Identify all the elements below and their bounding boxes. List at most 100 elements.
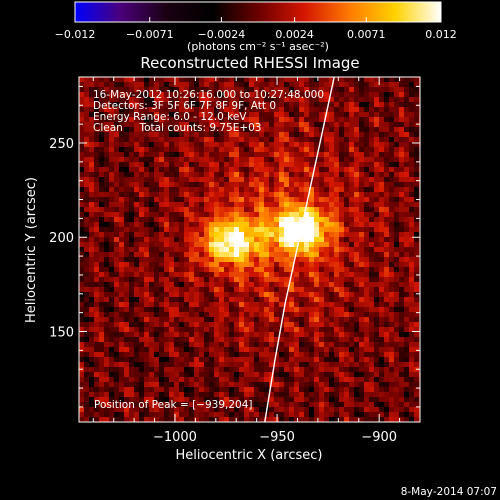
heatmap-cell (109, 402, 115, 408)
heatmap-cell (209, 267, 215, 273)
heatmap-cell (319, 392, 325, 398)
heatmap-cell (119, 177, 125, 183)
heatmap-cell (354, 292, 360, 298)
heatmap-cell (399, 147, 405, 153)
heatmap-cell (119, 262, 125, 268)
heatmap-cell (124, 137, 130, 143)
heatmap-cell (84, 137, 90, 143)
heatmap-cell (289, 252, 295, 258)
heatmap-cell (209, 347, 215, 353)
heatmap-cell (244, 392, 250, 398)
heatmap-cell (164, 162, 170, 168)
heatmap-cell (244, 92, 250, 98)
heatmap-cell (329, 82, 335, 88)
heatmap-cell (244, 192, 250, 198)
heatmap-cell (159, 212, 165, 218)
heatmap-cell (159, 247, 165, 253)
heatmap-cell (349, 142, 355, 148)
heatmap-cell (354, 102, 360, 108)
heatmap-cell (199, 257, 205, 263)
heatmap-cell (164, 362, 170, 368)
heatmap-cell (244, 157, 250, 163)
heatmap-cell (354, 97, 360, 103)
heatmap-cell (284, 332, 290, 338)
heatmap-cell (384, 122, 390, 128)
heatmap-cell (384, 392, 390, 398)
heatmap-cell (219, 142, 225, 148)
heatmap-cell (274, 147, 280, 153)
heatmap-cell (319, 102, 325, 108)
heatmap-cell (129, 157, 135, 163)
heatmap-cell (319, 352, 325, 358)
heatmap-cell (249, 132, 255, 138)
heatmap-cell (139, 292, 145, 298)
heatmap-cell (199, 247, 205, 253)
heatmap-cell (234, 402, 240, 408)
heatmap-cell (384, 92, 390, 98)
heatmap-cell (119, 152, 125, 158)
heatmap-cell (404, 317, 410, 323)
heatmap-cell (399, 142, 405, 148)
heatmap-cell (134, 367, 140, 373)
heatmap-cell (369, 307, 375, 313)
heatmap-cell (294, 322, 300, 328)
heatmap-cell (154, 222, 160, 228)
heatmap-cell (319, 177, 325, 183)
heatmap-cell (409, 342, 415, 348)
heatmap-cell (154, 162, 160, 168)
heatmap-cell (254, 387, 260, 393)
heatmap-cell (264, 252, 270, 258)
heatmap-cell (169, 172, 175, 178)
heatmap-cell (124, 412, 130, 418)
heatmap-cell (359, 252, 365, 258)
heatmap-cell (239, 322, 245, 328)
x-tick-label: −900 (361, 430, 397, 445)
heatmap-cell (144, 262, 150, 268)
heatmap-cell (104, 192, 110, 198)
heatmap-cell (89, 242, 95, 248)
heatmap-cell (224, 87, 230, 93)
heatmap-cell (379, 322, 385, 328)
heatmap-cell (289, 317, 295, 323)
heatmap-cell (324, 392, 330, 398)
heatmap-cell (384, 272, 390, 278)
heatmap-cell (259, 287, 265, 293)
heatmap-cell (79, 132, 85, 138)
heatmap-cell (79, 212, 85, 218)
heatmap-cell (179, 267, 185, 273)
heatmap-cell (134, 187, 140, 193)
heatmap-cell (169, 307, 175, 313)
heatmap-cell (284, 412, 290, 418)
heatmap-cell (244, 292, 250, 298)
heatmap-cell (154, 132, 160, 138)
heatmap-cell (104, 282, 110, 288)
heatmap-cell (349, 127, 355, 133)
heatmap-cell (99, 337, 105, 343)
heatmap-cell (249, 187, 255, 193)
heatmap-cell (224, 167, 230, 173)
heatmap-cell (294, 327, 300, 333)
heatmap-cell (199, 267, 205, 273)
heatmap-cell (204, 382, 210, 388)
heatmap-cell (404, 77, 410, 83)
heatmap-cell (264, 102, 270, 108)
heatmap-cell (284, 167, 290, 173)
heatmap-cell (184, 307, 190, 313)
heatmap-cell (369, 262, 375, 268)
heatmap-cell (299, 272, 305, 278)
heatmap-cell (114, 417, 120, 422)
heatmap-cell (294, 162, 300, 168)
heatmap-cell (214, 207, 220, 213)
heatmap-cell (394, 187, 400, 193)
heatmap-cell (389, 387, 395, 393)
heatmap-cell (144, 77, 150, 83)
heatmap-cell (284, 147, 290, 153)
heatmap-cell (284, 112, 290, 118)
heatmap-cell (209, 297, 215, 303)
heatmap-cell (254, 207, 260, 213)
heatmap-cell (294, 292, 300, 298)
heatmap-cell (174, 347, 180, 353)
heatmap-cell (394, 122, 400, 128)
heatmap-cell (109, 237, 115, 243)
heatmap-cell (104, 157, 110, 163)
